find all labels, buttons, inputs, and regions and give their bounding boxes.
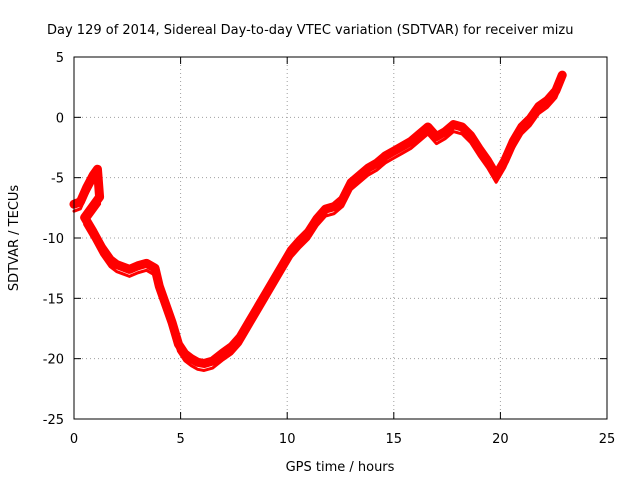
data-point: [106, 255, 115, 264]
y-tick-label: -5: [51, 172, 64, 187]
data-point: [558, 71, 567, 80]
data-point: [398, 142, 407, 151]
data-point: [161, 300, 170, 309]
data-point: [432, 132, 441, 141]
series-band-secondary: [72, 80, 564, 372]
data-point: [219, 348, 228, 357]
data-point: [142, 259, 151, 268]
data-point: [208, 357, 217, 366]
data-point: [278, 260, 287, 269]
data-point: [270, 275, 279, 284]
data-point: [174, 340, 183, 349]
data-point: [253, 303, 262, 312]
data-point: [449, 120, 458, 129]
data-point: [155, 282, 164, 291]
data-point: [89, 171, 98, 180]
x-tick-label: 15: [386, 432, 403, 447]
data-point: [193, 358, 202, 367]
data-point: [389, 147, 398, 156]
data-point: [244, 318, 253, 327]
chart-title: Day 129 of 2014, Sidereal Day-to-day VTE…: [47, 23, 573, 38]
data-point: [458, 122, 467, 131]
data-point: [187, 354, 196, 363]
x-tick-label: 0: [70, 432, 78, 447]
data-point: [180, 349, 189, 358]
y-tick-label: -10: [43, 232, 64, 247]
x-axis-label: GPS time / hours: [286, 460, 395, 475]
y-axis-label: SDTVAR / TECUs: [7, 185, 22, 292]
data-point: [364, 164, 373, 173]
data-point: [338, 195, 347, 204]
data-point: [200, 359, 209, 368]
y-tick-label: -15: [43, 292, 64, 307]
data-point: [543, 96, 552, 105]
data-point: [534, 102, 543, 111]
data-point: [236, 332, 245, 341]
data-point: [295, 236, 304, 245]
data-point: [304, 227, 313, 236]
data-point: [95, 192, 104, 201]
data-point: [355, 171, 364, 180]
data-point: [227, 342, 236, 351]
data-point: [119, 262, 128, 271]
data-point: [133, 261, 142, 270]
y-tick-label: -25: [43, 413, 64, 428]
x-tick-label: 25: [599, 432, 616, 447]
x-tick-label: 5: [176, 432, 184, 447]
data-point: [466, 131, 475, 140]
data-point: [551, 86, 560, 95]
data-point: [151, 264, 160, 273]
data-point: [287, 246, 296, 255]
data-point: [347, 178, 356, 187]
axis-ticks: 0 5 10 15 20 25 -25 -20 -15 -10 -5 0 5: [43, 51, 616, 447]
y-tick-label: -20: [43, 353, 64, 368]
data-point: [76, 197, 85, 206]
data-point: [475, 144, 484, 153]
y-tick-label: 0: [56, 111, 64, 126]
data-point: [509, 137, 518, 146]
data-point: [415, 130, 424, 139]
data-point: [313, 214, 322, 223]
data-point: [406, 137, 415, 146]
data-point: [89, 227, 98, 236]
y-tick-label: 5: [56, 51, 64, 66]
data-point: [526, 114, 535, 123]
series-mizu: [69, 70, 567, 372]
data-point: [483, 156, 492, 165]
x-tick-label: 20: [492, 432, 509, 447]
data-point: [321, 205, 330, 214]
data-point: [440, 127, 449, 136]
data-point: [80, 213, 89, 222]
data-point: [500, 156, 509, 165]
x-tick-label: 10: [279, 432, 296, 447]
data-point: [97, 243, 106, 252]
data-point: [381, 151, 390, 160]
data-point: [492, 171, 501, 180]
data-point: [423, 122, 432, 131]
data-point: [372, 159, 381, 168]
data-point: [112, 260, 121, 269]
data-point: [517, 122, 526, 131]
data-point: [125, 265, 134, 274]
data-point: [93, 165, 102, 174]
data-point: [168, 318, 177, 327]
data-point: [330, 202, 339, 211]
data-point: [82, 183, 91, 192]
data-point: [261, 289, 270, 298]
